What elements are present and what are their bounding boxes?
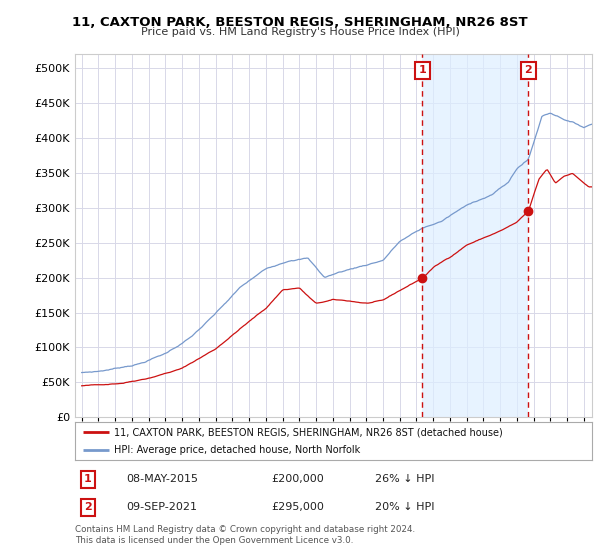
Text: 1: 1 [84,474,92,484]
Bar [422,54,529,417]
Text: 11, CAXTON PARK, BEESTON REGIS, SHERINGHAM, NR26 8ST (detached house): 11, CAXTON PARK, BEESTON REGIS, SHERINGH… [114,427,503,437]
Text: Contains HM Land Registry data © Crown copyright and database right 2024.
This d: Contains HM Land Registry data © Crown c… [75,525,415,545]
Text: 2: 2 [84,502,92,512]
Text: 2: 2 [524,65,532,75]
Text: 09-SEP-2021: 09-SEP-2021 [127,502,198,512]
Text: 11, CAXTON PARK, BEESTON REGIS, SHERINGHAM, NR26 8ST: 11, CAXTON PARK, BEESTON REGIS, SHERINGH… [72,16,528,29]
Text: HPI: Average price, detached house, North Norfolk: HPI: Average price, detached house, Nort… [114,445,360,455]
Text: £295,000: £295,000 [272,502,325,512]
Text: £200,000: £200,000 [272,474,324,484]
Text: Price paid vs. HM Land Registry's House Price Index (HPI): Price paid vs. HM Land Registry's House … [140,27,460,37]
Text: 1: 1 [419,65,427,75]
Text: 20% ↓ HPI: 20% ↓ HPI [375,502,434,512]
Text: 08-MAY-2015: 08-MAY-2015 [127,474,199,484]
Text: 26% ↓ HPI: 26% ↓ HPI [375,474,434,484]
